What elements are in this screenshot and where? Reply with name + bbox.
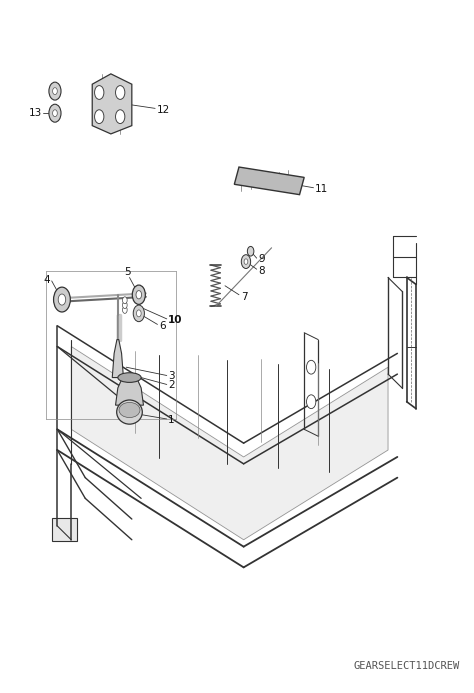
Circle shape	[122, 297, 127, 304]
Circle shape	[307, 360, 316, 374]
Polygon shape	[71, 346, 388, 540]
Text: GEARSELECT11DCREW: GEARSELECT11DCREW	[354, 661, 460, 671]
Text: 5: 5	[124, 267, 130, 277]
Text: 4: 4	[44, 274, 50, 285]
Ellipse shape	[119, 403, 140, 418]
Circle shape	[132, 285, 146, 304]
Circle shape	[241, 255, 251, 268]
Circle shape	[116, 109, 125, 123]
Text: 3: 3	[168, 371, 175, 381]
Text: 12: 12	[156, 105, 170, 115]
Circle shape	[307, 395, 316, 409]
Polygon shape	[112, 340, 123, 378]
Circle shape	[133, 305, 145, 322]
Circle shape	[94, 86, 104, 99]
Circle shape	[137, 310, 141, 317]
Text: 8: 8	[258, 265, 265, 276]
Circle shape	[53, 88, 57, 94]
Ellipse shape	[117, 400, 142, 424]
Circle shape	[94, 109, 104, 123]
FancyBboxPatch shape	[52, 518, 77, 541]
Polygon shape	[116, 378, 144, 405]
Text: 13: 13	[28, 108, 42, 119]
Text: 11: 11	[315, 184, 328, 194]
Circle shape	[49, 104, 61, 122]
Circle shape	[136, 290, 142, 299]
Circle shape	[122, 306, 127, 313]
Text: 10: 10	[168, 315, 182, 325]
Circle shape	[58, 294, 66, 305]
Text: 2: 2	[168, 380, 175, 390]
Polygon shape	[234, 167, 304, 195]
Circle shape	[53, 109, 57, 116]
Ellipse shape	[118, 373, 141, 383]
Circle shape	[122, 301, 127, 308]
Circle shape	[49, 82, 61, 100]
Text: 7: 7	[241, 292, 247, 302]
Circle shape	[54, 287, 70, 312]
Text: 1: 1	[168, 414, 175, 425]
Circle shape	[244, 259, 248, 264]
Polygon shape	[92, 74, 132, 134]
Text: 9: 9	[258, 254, 265, 264]
Circle shape	[116, 86, 125, 99]
Circle shape	[247, 247, 254, 256]
Text: 6: 6	[159, 321, 165, 331]
